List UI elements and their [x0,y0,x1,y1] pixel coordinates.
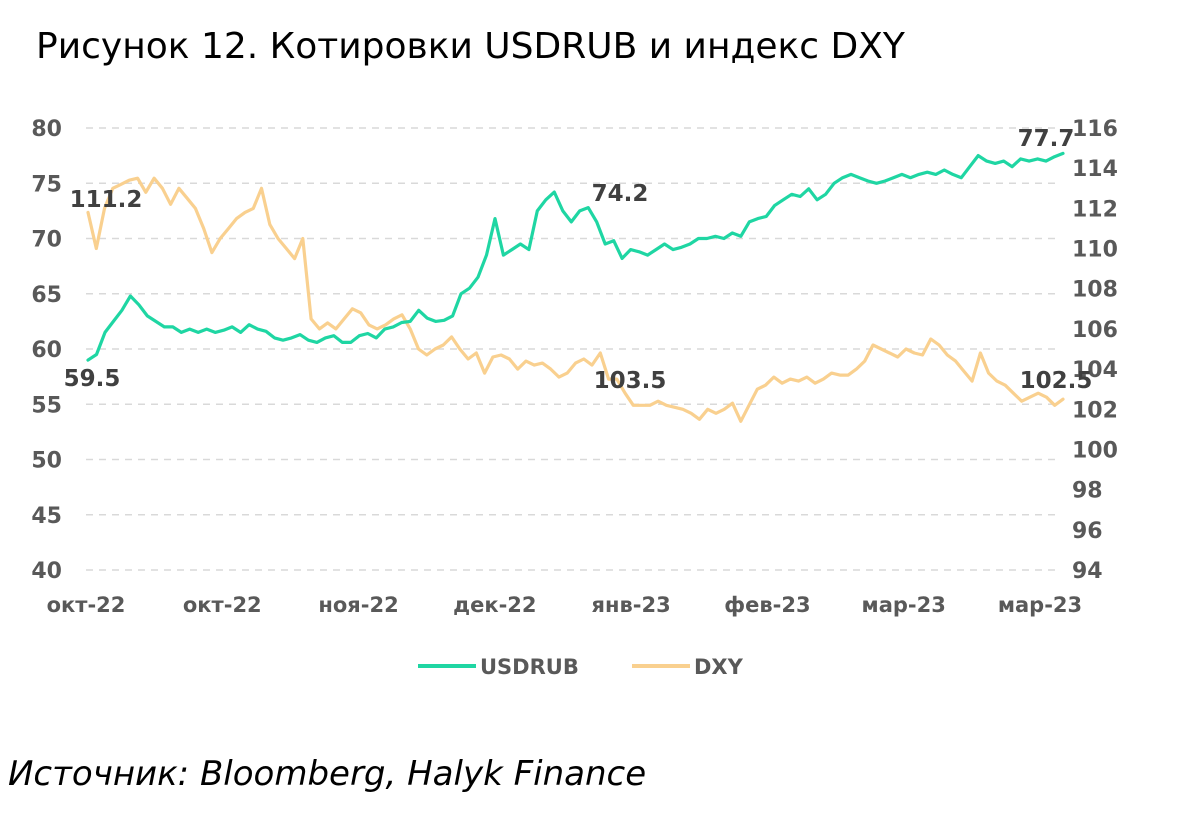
x-tick-label: дек-22 [453,593,536,617]
data-label-dxy-end: 102.5 [1020,368,1093,394]
right-tick-label: 112 [1072,197,1118,222]
legend-label-usdrub: USDRUB [480,655,579,679]
right-tick-label: 104 [1072,358,1118,383]
x-tick-label: ноя-22 [318,593,398,617]
chart-area: 40 45 50 55 60 65 70 75 80 94 96 98 100 102 104 106 108… [31,117,1118,679]
data-label-usdrub-peak: 74.2 [592,181,649,207]
right-tick-label: 114 [1072,157,1118,182]
left-tick-label: 40 [31,559,62,584]
right-tick-label: 98 [1072,479,1103,504]
left-tick-label: 60 [31,338,62,363]
right-tick-label: 110 [1072,238,1118,263]
x-tick-label: фев-23 [724,593,810,617]
left-tick-label: 45 [31,504,62,529]
left-tick-label: 75 [31,172,62,197]
right-tick-label: 100 [1072,438,1118,463]
x-axis-ticks: окт-22 окт-22 ноя-22 дек-22 янв-23 фев-23 мар-… [47,593,1083,617]
legend: USDRUB DXY [418,655,744,679]
left-tick-label: 50 [31,449,62,474]
series-lines [86,151,1065,423]
right-tick-label: 108 [1072,278,1118,303]
legend-label-dxy: DXY [694,655,744,679]
data-label-dxy-start: 111.2 [70,187,143,213]
x-tick-label: янв-23 [592,593,671,617]
x-tick-label: мар-23 [862,593,946,617]
series-line-dxy [86,176,1065,423]
left-tick-label: 80 [31,117,62,142]
data-label-usdrub-start: 59.5 [64,366,121,392]
left-tick-label: 65 [31,283,62,308]
chart-title: Рисунок 12. Котировки USDRUB и индекс DX… [36,26,905,67]
grid-lines [86,127,1060,571]
x-tick-label: окт-22 [183,593,262,617]
right-tick-label: 102 [1072,398,1118,423]
right-tick-label: 94 [1072,559,1103,584]
right-axis-ticks: 94 96 98 100 102 104 106 108 110 112 114 116 [1072,117,1118,584]
left-tick-label: 70 [31,228,62,253]
right-tick-label: 106 [1072,318,1118,343]
x-tick-label: окт-22 [47,593,126,617]
data-label-dxy-mid: 103.5 [594,368,667,394]
source-note: Источник: Bloomberg, Halyk Finance [8,754,647,794]
right-tick-label: 116 [1072,117,1118,142]
right-tick-label: 96 [1072,519,1103,544]
series-line-usdrub [86,151,1065,362]
left-axis-ticks: 40 45 50 55 60 65 70 75 80 [31,117,62,584]
data-label-usdrub-end: 77.7 [1018,126,1075,152]
left-tick-label: 55 [31,393,62,418]
x-tick-label: мар-23 [998,593,1082,617]
data-labels: 59.5 74.2 77.7 111.2 103.5 102.5 [64,126,1093,394]
